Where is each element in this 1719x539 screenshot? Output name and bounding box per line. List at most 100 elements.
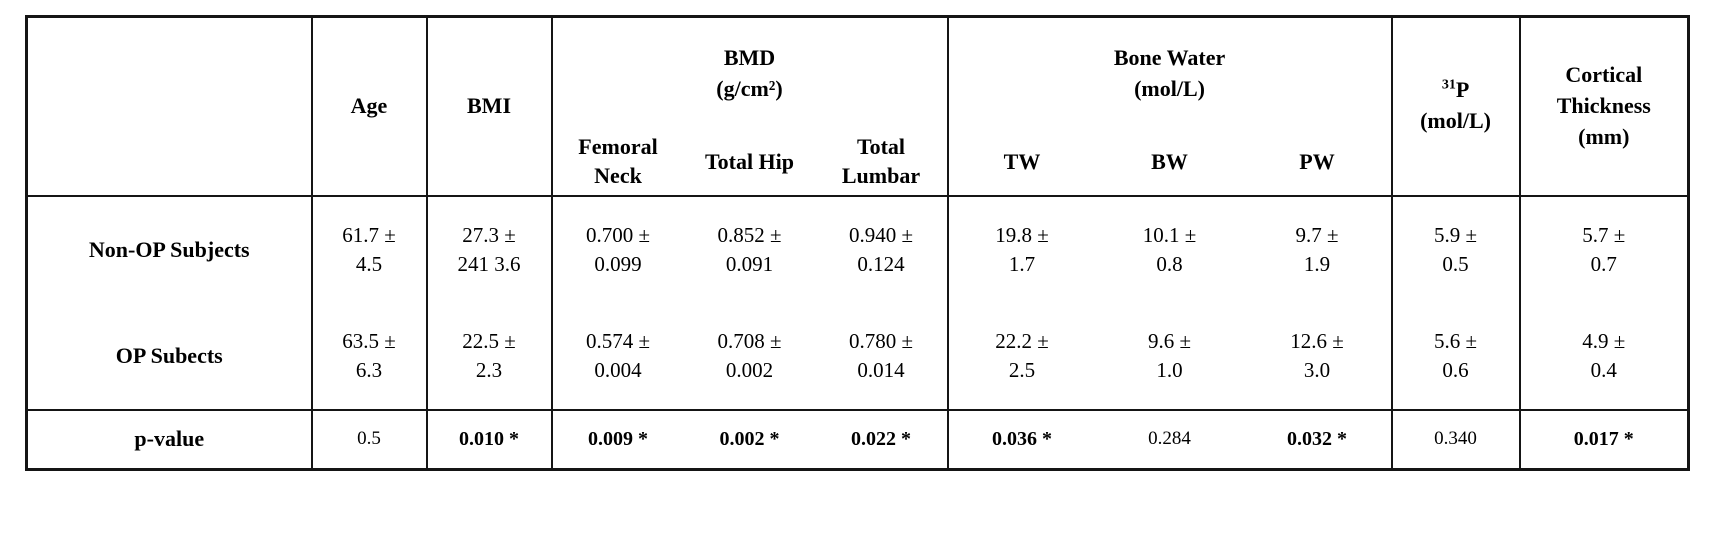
results-table-container: Age BMI BMD (g/cm²) Bone Water (mol/L) 3… (25, 15, 1691, 471)
cell-pvalue-cortical: 0.017 * (1518, 408, 1689, 470)
pvalue: 0.022 * (851, 427, 911, 450)
value-line: 0.8 (1156, 251, 1183, 276)
value-line: 6.3 (355, 357, 383, 382)
value-line: 0.940 ± (848, 223, 914, 248)
value-line: 1.9 (1303, 251, 1331, 276)
value-line: 0.852 ± (717, 223, 782, 248)
cortical-unit: (mm) (1578, 123, 1630, 149)
group-header-bmd: BMD (g/cm²) (550, 16, 948, 130)
value-line: 0.6 (1442, 357, 1469, 382)
pvalue: 0.340 (1434, 428, 1477, 450)
cell-nonop-total-hip: 0.852 ± 0.091 (683, 194, 816, 303)
table-row-pvalue: p-value 0.5 0.010 * 0.009 * 0.002 * 0.02… (26, 408, 1689, 470)
cell-op-31p: 5.6 ± 0.6 (1390, 302, 1520, 410)
cell-op-bw: 9.6 ± 1.0 (1096, 303, 1244, 410)
value-line: 0.124 (857, 251, 905, 276)
subheader-bw: BW (1151, 148, 1188, 174)
cell-pvalue-femoral-neck: 0.009 * (550, 408, 684, 470)
pvalue: 0.010 * (459, 427, 519, 450)
value-line: 0.4 (1590, 357, 1617, 382)
31p-superscript: 31 (1441, 78, 1456, 94)
cell-op-cortical: 4.9 ± 0.4 (1518, 302, 1689, 410)
cell-op-femoral-neck: 0.574 ± 0.004 (550, 302, 684, 410)
cell-nonop-bmi: 27.3 ± 241 3.6 (425, 194, 552, 303)
31p-symbol: 31P (1394, 75, 1519, 106)
column-header-bmi: BMI (425, 16, 552, 196)
value-line: 22.2 ± (995, 329, 1049, 354)
value-line: 5.6 ± (1434, 329, 1478, 354)
value-line: 0.014 (857, 357, 905, 382)
subheader-tw: TW (946, 129, 1096, 196)
subheader-label: Total Hip (704, 148, 795, 174)
cortical-title: Cortical Thickness (1556, 62, 1651, 118)
table-row-non-op: Non-OP Subjects 61.7 ±4.5 27.3 ±241 3.6 … (26, 194, 1689, 303)
value-line: 10.1 ± (1142, 223, 1197, 248)
value-line: 1.0 (1156, 357, 1183, 382)
cell-op-tw: 22.2 ± 2.5 (946, 302, 1096, 410)
cell-nonop-cortical: 5.7 ± 0.7 (1518, 194, 1689, 303)
cell-op-total-lumbar: 0.780 ± 0.014 (816, 303, 948, 410)
cell-nonop-total-lumbar: 0.940 ± 0.124 (815, 194, 948, 303)
group-header-bone-water: Bone Water (mol/L) (946, 16, 1392, 130)
subheader-femoral-neck: Femoral Neck (550, 129, 684, 196)
subheader-total-hip: Total Hip (684, 130, 816, 196)
results-table: Age BMI BMD (g/cm²) Bone Water (mol/L) 3… (25, 15, 1691, 471)
subheader-pw: PW (1299, 148, 1335, 174)
cell-pvalue-total-hip: 0.002 * (683, 408, 816, 470)
cell-nonop-tw: 19.8 ± 1.7 (946, 194, 1096, 303)
cell-nonop-bw: 10.1 ± 0.8 (1095, 194, 1244, 303)
cell-pvalue-bmi: 0.010 * (425, 408, 552, 470)
value-line: 0.708 ± (717, 329, 782, 354)
value-line: 12.6 ± (1290, 329, 1344, 354)
value-line: 5.9 ± (1434, 223, 1478, 248)
cell-op-bmi: 22.5 ± 2.3 (425, 302, 552, 410)
row-label-pvalue: p-value (26, 408, 312, 470)
value-line: 0.5 (1442, 251, 1469, 276)
value-line: 0.7 (1590, 251, 1617, 276)
value-line: 0.004 (594, 357, 642, 382)
row-label-op: OP Subects (115, 342, 223, 368)
group-unit-bmd: (g/cm²) (716, 75, 783, 101)
pvalue: 0.009 * (588, 427, 648, 450)
pvalue: 0.032 * (1287, 427, 1348, 450)
value-line: 61.7 ± (342, 223, 396, 248)
cell-pvalue-31p: 0.340 (1390, 408, 1520, 470)
cell-nonop-pw: 9.7 ± 1.9 (1243, 194, 1392, 303)
table-row-op: OP Subects 63.5 ±6.3 22.5 ±2.3 0.574 ±0.… (27, 302, 1689, 410)
cell-pvalue-age: 0.5 (310, 408, 427, 470)
value-line: 22.5 ± (462, 329, 516, 354)
value-line: 1.7 (1008, 251, 1036, 276)
cell-op-age: 63.5 ± 6.3 (310, 302, 427, 410)
cell-op-pw: 12.6 ± 3.0 (1244, 303, 1392, 410)
value-line: 0.700 ± (585, 223, 651, 248)
31p-letter: P (1455, 77, 1470, 103)
cell-nonop-age: 61.7 ± 4.5 (310, 194, 427, 303)
value-line: 63.5 ± (342, 329, 396, 354)
value-line: 2.5 (1008, 357, 1036, 382)
cell-op-total-hip: 0.708 ± 0.002 (684, 303, 816, 410)
pvalue: 0.284 (1148, 428, 1191, 450)
pvalue: 0.002 * (719, 427, 780, 450)
value-line: 4.9 ± (1582, 329, 1626, 354)
cell-pvalue-bw: 0.284 (1095, 408, 1244, 470)
value-line: 2.3 (475, 357, 503, 382)
pvalue: 0.017 * (1573, 427, 1634, 450)
cell-nonop-31p: 5.9 ± 0.5 (1390, 194, 1520, 303)
cell-pvalue-pw: 0.032 * (1243, 408, 1392, 470)
header-sub-row: Femoral Neck Total Hip Total Lumbar TW B… (27, 129, 1689, 196)
value-line: 241 3.6 (457, 251, 521, 276)
value-line: 3.0 (1303, 357, 1331, 382)
cell-pvalue-tw: 0.036 * (946, 408, 1096, 470)
value-line: 0.780 ± (848, 329, 914, 354)
value-line: 9.6 ± (1148, 329, 1192, 354)
cell-pvalue-total-lumbar: 0.022 * (815, 408, 948, 470)
value-line: 9.7 ± (1295, 223, 1339, 248)
column-header-cortical-thickness: Cortical Thickness (mm) (1518, 16, 1689, 196)
value-line: 27.3 ± (462, 223, 516, 248)
group-title-bmd: BMD (723, 44, 776, 70)
value-line: 0.002 (725, 357, 774, 382)
subheader-label: Femoral Neck (578, 134, 658, 188)
value-line: 0.574 ± (585, 329, 651, 354)
column-header-31p: 31P (mol/L) (1390, 16, 1520, 196)
subheader-total-lumbar: Total Lumbar (816, 130, 948, 196)
